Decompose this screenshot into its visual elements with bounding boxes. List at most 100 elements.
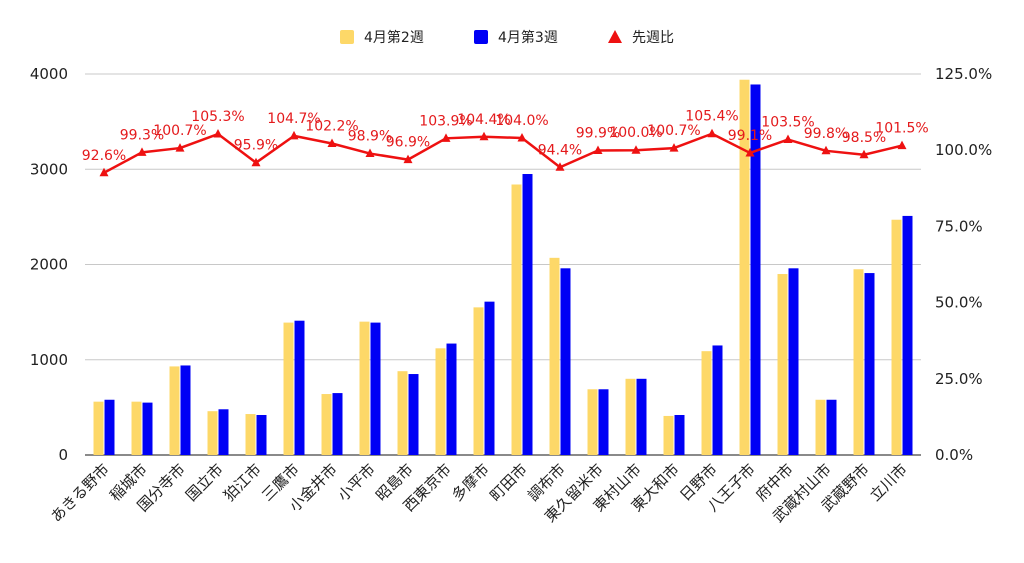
ratio-data-label: 99.3%: [120, 127, 164, 143]
bar-week3: [712, 345, 723, 455]
bar-week2: [511, 184, 522, 456]
ratio-point: [707, 128, 717, 138]
ratio-point: [479, 131, 489, 141]
ratio-point: [441, 133, 451, 142]
ratio-point: [669, 143, 679, 152]
ratio-point: [365, 148, 375, 158]
bar-week3: [484, 301, 495, 455]
bar-week2: [625, 378, 636, 455]
ratio-data-label: 105.4%: [685, 109, 738, 125]
bar-week3: [180, 365, 191, 455]
bar-week2: [169, 366, 180, 455]
bar-week2: [435, 348, 446, 455]
bar-week3: [446, 343, 457, 455]
x-category-label: 狛江市: [220, 460, 265, 505]
bar-week3: [370, 322, 381, 455]
bar-week2: [283, 322, 294, 455]
bar-week2: [739, 79, 750, 455]
bar-week3: [902, 215, 913, 455]
ratio-point: [745, 147, 755, 157]
ratio-point: [859, 149, 869, 159]
legend-swatch: [340, 30, 354, 44]
x-category-label: あきる野市: [47, 460, 113, 526]
bar-week3: [560, 268, 571, 455]
ratio-point: [251, 157, 261, 167]
ratio-data-label: 95.9%: [234, 138, 278, 154]
bar-week3: [598, 389, 609, 455]
ratio-data-label: 100.0%: [609, 125, 662, 141]
ratio-data-label: 99.1%: [728, 128, 772, 144]
bar-week2: [701, 351, 712, 455]
y-right-tick-label: 50.0%: [935, 294, 983, 312]
legend-swatch: [608, 30, 622, 43]
bar-week2: [359, 321, 370, 455]
ratio-point: [137, 147, 147, 156]
bar-week2: [777, 274, 788, 455]
ratio-data-label: 94.4%: [538, 142, 582, 158]
ratio-point: [555, 162, 565, 171]
legend-swatch: [474, 30, 488, 44]
ratio-data-label: 103.5%: [761, 115, 814, 131]
y-right-tick-label: 75.0%: [935, 217, 983, 235]
legend: 4月第2週 4月第3週 先週比: [340, 29, 674, 46]
y-left-tick-label: 1000: [30, 351, 68, 369]
ratio-data-label: 92.6%: [82, 148, 126, 164]
bar-week2: [853, 269, 864, 455]
legend-label: 4月第3週: [498, 29, 558, 46]
ratio-data-label: 99.8%: [804, 126, 848, 142]
x-category-label: 町田市: [486, 460, 531, 505]
bar-week2: [245, 414, 256, 455]
bar-week2: [93, 401, 104, 455]
ratio-line: 92.6%99.3%100.7%105.3%95.9%104.7%102.2%9…: [82, 109, 929, 177]
x-category-label: 立川市: [866, 460, 911, 505]
y-right-tick-label: 25.0%: [935, 370, 983, 388]
y-right-tick-label: 125.0%: [935, 65, 992, 83]
bar-week3: [104, 399, 115, 455]
ratio-point: [783, 134, 793, 144]
x-category-label: 多摩市: [448, 460, 493, 505]
bar-week2: [207, 411, 218, 455]
bar-week2: [131, 401, 142, 455]
bar-week2: [549, 257, 560, 455]
bar-week3: [294, 320, 305, 455]
bar-week2: [815, 399, 826, 455]
ratio-point: [821, 145, 831, 155]
ratio-point: [213, 129, 223, 138]
ratio-point: [327, 138, 337, 147]
ratio-data-label: 99.9%: [576, 126, 620, 142]
bar-week3: [408, 374, 419, 455]
bar-week3: [864, 273, 875, 455]
bar-week3: [332, 393, 343, 455]
legend-label: 4月第2週: [364, 29, 424, 46]
bar-week3: [788, 268, 799, 455]
ratio-point: [175, 143, 185, 152]
x-category-label: 小平市: [334, 460, 379, 505]
ratio-data-label: 100.7%: [153, 123, 206, 139]
bar-week3: [826, 399, 837, 455]
bar-week2: [397, 371, 408, 455]
y-left-tick-label: 2000: [30, 256, 68, 274]
ratio-data-label: 102.2%: [305, 118, 358, 134]
y-left-tick-label: 0: [58, 446, 68, 464]
ratio-point: [593, 145, 603, 155]
bar-week2: [663, 415, 674, 455]
bar-week2: [891, 219, 902, 455]
bar-week3: [256, 414, 267, 455]
ratio-data-label: 96.9%: [386, 135, 430, 151]
ratio-data-label: 103.9%: [419, 113, 472, 129]
ratio-data-label: 105.3%: [191, 109, 244, 125]
ratio-point: [289, 130, 299, 140]
y-left-tick-label: 4000: [30, 65, 68, 83]
ratio-point: [517, 133, 527, 142]
y-right-tick-label: 100.0%: [935, 141, 992, 159]
bar-week2: [473, 307, 484, 455]
ratio-series-line: [103, 132, 903, 174]
ratio-point: [631, 145, 641, 154]
ratio-data-label: 98.9%: [348, 129, 392, 145]
legend-label: 先週比: [632, 30, 674, 46]
ratio-data-label: 100.7%: [647, 123, 700, 139]
bar-week2: [587, 389, 598, 455]
bar-week3: [522, 174, 533, 455]
